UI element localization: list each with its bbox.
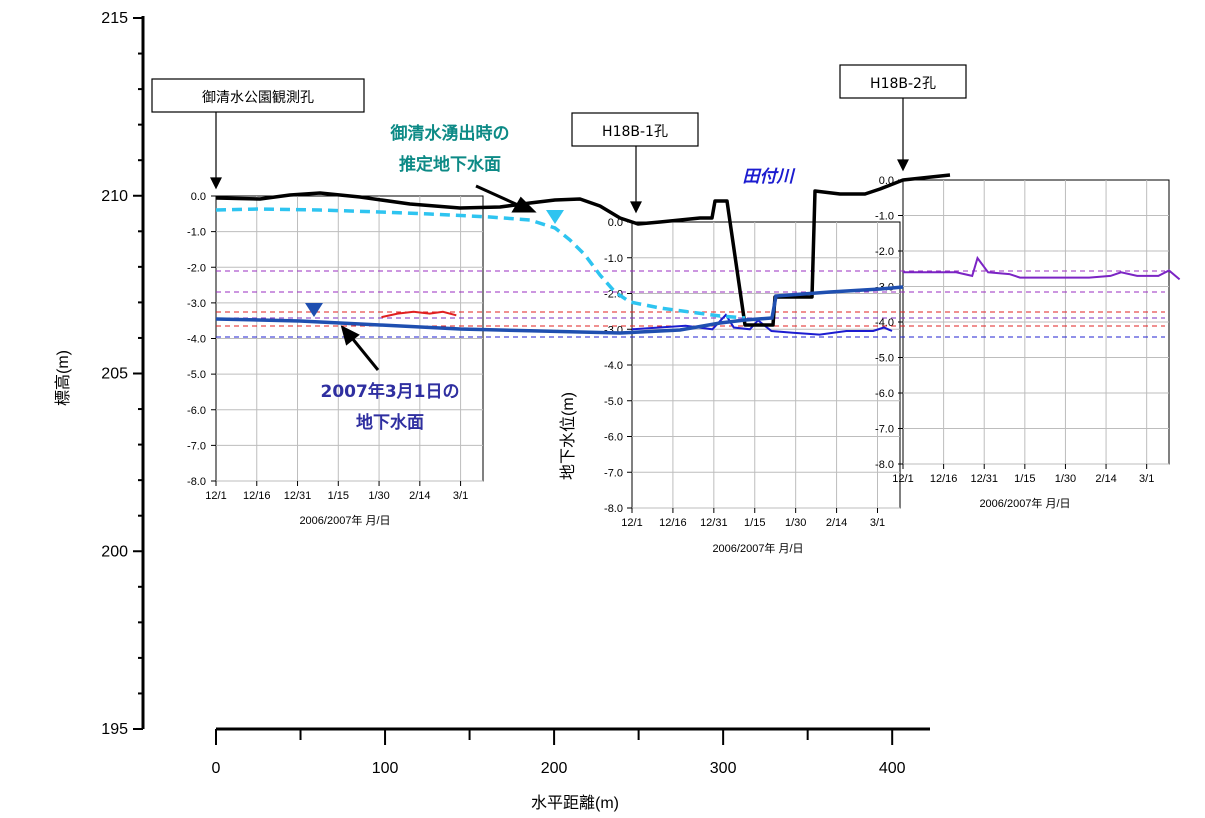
main-y-tick-label: 195 xyxy=(101,721,128,738)
ground-surface-line xyxy=(215,173,951,327)
inset-y-tick-label: -6.0 xyxy=(187,405,206,417)
groundwater-level-marker xyxy=(305,303,323,317)
inset-x-tick-label: 2/14 xyxy=(409,490,430,502)
inset-chart-2: 0.0-1.0-2.0-3.0-4.0-5.0-6.0-7.0-8.0 12/1… xyxy=(559,217,901,555)
inset3-x-ticks: 12/1 12/16 12/31 1/15 1/30 2/14 3/1 xyxy=(892,464,1154,485)
inset-y-tick-label: -3.0 xyxy=(187,298,206,310)
inset2-grid xyxy=(632,222,900,509)
inset1-y-ticks: 0.0 -1.0 -2.0 -3.0 -4.0 -5.0 -6.0 -7.0 -8.0 xyxy=(187,191,216,488)
inset-y-tick-label: -5.0 xyxy=(875,353,894,365)
well-c-label: H18B-2孔 xyxy=(870,76,936,92)
inset1-x-axis-label: 2006/2007年 月/日 xyxy=(299,513,390,527)
inset-x-tick-label: 12/16 xyxy=(243,490,271,502)
inset-x-tick-label: 3/1 xyxy=(453,490,468,502)
inset-y-tick-label: -7.0 xyxy=(187,440,206,452)
inset-x-tick-label: 12/16 xyxy=(930,473,958,485)
main-x-tick-label: 300 xyxy=(710,760,737,777)
inset-y-tick-label: -1.0 xyxy=(875,211,894,223)
main-x-tick-label: 400 xyxy=(879,760,906,777)
leader-arrows xyxy=(340,184,537,371)
inset-x-tick-label: 12/1 xyxy=(892,473,913,485)
main-x-tick-label: 0 xyxy=(212,760,221,777)
groundwater-annotation-line2: 地下水面 xyxy=(356,412,424,433)
inset-y-tick-label: -8.0 xyxy=(187,476,206,488)
well-b-label: H18B-1孔 xyxy=(602,124,668,140)
inset3-grid xyxy=(903,180,1169,465)
river-label: 田付川 xyxy=(743,167,796,187)
inset-x-tick-label: 1/15 xyxy=(1014,473,1035,485)
inset-y-tick-label: -6.0 xyxy=(875,388,894,400)
main-y-ticks: 195 200 205 210 215 xyxy=(101,10,143,738)
inset-y-tick-label: 0.0 xyxy=(608,217,623,229)
inset-x-tick-label: 1/15 xyxy=(328,490,349,502)
groundwater-level-line xyxy=(215,285,904,335)
inset-x-tick-label: 2/14 xyxy=(1095,473,1116,485)
inset-y-tick-label: -2.0 xyxy=(187,262,206,274)
inset2-y-ticks: 0.0-1.0-2.0-3.0-4.0-5.0-6.0-7.0-8.0 xyxy=(604,217,632,515)
inset2-x-axis-label: 2006/2007年 月/日 xyxy=(712,541,803,555)
main-x-tick-label: 100 xyxy=(372,760,399,777)
inset-y-tick-label: -1.0 xyxy=(187,227,206,239)
inset-y-tick-label: -6.0 xyxy=(604,432,623,444)
inset-x-tick-label: 1/30 xyxy=(785,517,806,529)
inset-x-tick-label: 12/31 xyxy=(970,473,998,485)
annotation-arrows xyxy=(210,98,909,214)
inset-y-tick-label: -5.0 xyxy=(187,369,206,381)
well-b-label-box: H18B-1孔 xyxy=(571,112,699,147)
inset1-x-ticks: 12/1 12/16 12/31 1/15 1/30 2/14 3/1 xyxy=(205,481,468,502)
well-a-label: 御清水公園観測孔 xyxy=(202,89,314,106)
inset3-x-axis-label: 2006/2007年 月/日 xyxy=(979,496,1070,510)
inset-x-tick-label: 1/30 xyxy=(1055,473,1076,485)
inset-y-tick-label: -7.0 xyxy=(604,467,623,479)
main-x-axis-label: 水平距離(m) xyxy=(531,794,619,812)
inset-y-tick-label: -8.0 xyxy=(875,459,894,471)
inset2-y-axis-label: 地下水位(m) xyxy=(559,392,577,480)
main-y-tick-label: 215 xyxy=(101,10,128,27)
inset-y-tick-label: -1.0 xyxy=(604,253,623,265)
inset-x-tick-label: 12/16 xyxy=(659,517,687,529)
inset3-series-purple xyxy=(903,255,1181,281)
inset-chart-3: 0.0-1.0-2.0-3.0-4.0-5.0-6.0-7.0-8.0 12/1… xyxy=(875,175,1170,510)
inset-x-tick-label: 2/14 xyxy=(826,517,847,529)
main-y-tick-label: 200 xyxy=(101,543,128,560)
inset1-series-red xyxy=(381,310,457,319)
inset-y-tick-label: -2.0 xyxy=(604,289,623,301)
spring-water-level-marker xyxy=(546,210,564,224)
main-y-axis-label: 標高(m) xyxy=(54,350,72,406)
inset-x-tick-label: 1/30 xyxy=(368,490,389,502)
main-y-tick-label: 205 xyxy=(101,366,128,383)
inset-x-tick-label: 1/15 xyxy=(744,517,765,529)
inset-x-tick-label: 3/1 xyxy=(1139,473,1154,485)
inset3-y-ticks: 0.0-1.0-2.0-3.0-4.0-5.0-6.0-7.0-8.0 xyxy=(875,175,903,471)
inset2-x-ticks: 12/1 12/16 12/31 1/15 1/30 2/14 3/1 xyxy=(621,508,885,529)
inset-y-tick-label: -4.0 xyxy=(187,334,206,346)
inset-x-tick-label: 12/1 xyxy=(621,517,642,529)
inset-y-tick-label: -7.0 xyxy=(875,424,894,436)
inset-chart-1: 0.0 -1.0 -2.0 -3.0 -4.0 -5.0 -6.0 -7.0 -8.0 12/1… xyxy=(187,191,484,527)
main-x-tick-label: 200 xyxy=(541,760,568,777)
inset-y-tick-label: -8.0 xyxy=(604,503,623,515)
spring-annotation-line1: 御清水湧出時の xyxy=(390,123,510,144)
groundwater-annotation-line1: 2007年3月1日の xyxy=(321,381,460,402)
inset-y-tick-label: -4.0 xyxy=(604,360,623,372)
inset-x-tick-label: 12/31 xyxy=(700,517,728,529)
estimated-water-table-line xyxy=(215,207,746,320)
inset-x-tick-label: 12/31 xyxy=(284,490,312,502)
spring-annotation-line2: 推定地下水面 xyxy=(399,154,501,175)
well-a-label-box: 御清水公園観測孔 xyxy=(151,78,365,113)
inset-y-tick-label: -5.0 xyxy=(604,396,623,408)
main-x-ticks: 0 100 200 300 400 xyxy=(212,729,906,777)
main-y-tick-label: 210 xyxy=(101,188,128,205)
inset-y-tick-label: 0.0 xyxy=(191,191,206,203)
inset-x-tick-label: 12/1 xyxy=(205,490,226,502)
inset-y-tick-label: -2.0 xyxy=(875,246,894,258)
inset-y-tick-label: -4.0 xyxy=(875,317,894,329)
inset1-grid xyxy=(216,196,483,482)
inset-x-tick-label: 3/1 xyxy=(870,517,885,529)
well-c-label-box: H18B-2孔 xyxy=(839,64,967,99)
